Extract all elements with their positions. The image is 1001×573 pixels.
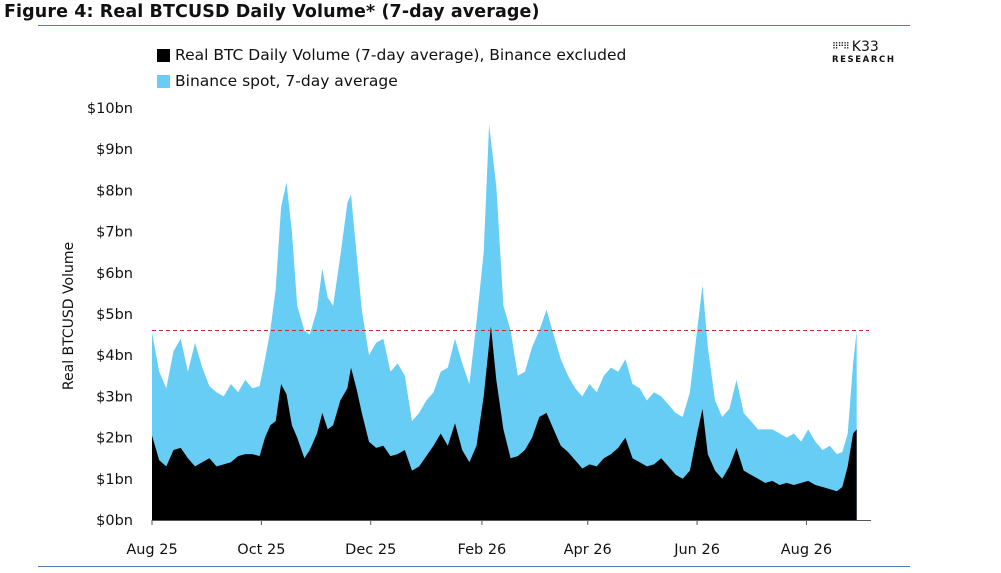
y-tick-label: $5bn <box>96 307 133 323</box>
y-tick-label: $0bn <box>96 513 133 529</box>
series-area-real-btc <box>152 326 857 520</box>
legend-label-binance: Binance spot, 7-day average <box>175 72 398 90</box>
series-area-binance <box>152 124 857 520</box>
bottom-divider <box>38 566 910 567</box>
legend-item-real-btc: Real BTC Daily Volume (7-day average), B… <box>157 42 626 68</box>
x-tick-label: Aug 26 <box>781 542 832 558</box>
x-tick-label: Oct 25 <box>237 542 285 558</box>
title-divider <box>38 25 910 26</box>
chart-legend: Real BTC Daily Volume (7-day average), B… <box>157 42 626 94</box>
y-tick-label: $6bn <box>96 266 133 282</box>
y-tick-label: $4bn <box>96 348 133 364</box>
k33-research-logo: ⠿⠛⠿ K33 RESEARCH <box>832 39 896 66</box>
chart-areas <box>152 124 857 520</box>
y-tick-label: $2bn <box>96 431 133 447</box>
x-tick-label: Jun 26 <box>673 542 720 558</box>
legend-swatch-binance <box>157 74 170 88</box>
logo-mark: K33 <box>851 39 879 55</box>
chart-title: Figure 4: Real BTCUSD Daily Volume* (7-d… <box>4 2 540 22</box>
y-tick-label: $9bn <box>96 142 133 158</box>
x-tick-label: Apr 26 <box>564 542 612 558</box>
logo-subtitle: RESEARCH <box>832 55 896 65</box>
x-tick-label: Dec 25 <box>345 542 396 558</box>
y-tick-label: $7bn <box>96 225 133 241</box>
legend-label-real-btc: Real BTC Daily Volume (7-day average), B… <box>175 46 627 64</box>
legend-swatch-real-btc <box>157 48 170 62</box>
legend-item-binance: Binance spot, 7-day average <box>157 68 626 94</box>
y-axis-label: Real BTCUSD Volume <box>61 242 77 390</box>
chart-axes: $0bn $1bn $2bn $3bn $4bn $5bn $6bn $7bn $8bn $9bn… <box>61 101 871 558</box>
y-tick-label: $1bn <box>96 472 133 488</box>
logo-dots-icon: ⠿⠛⠿ <box>832 42 850 52</box>
x-tick-label: Feb 26 <box>458 542 507 558</box>
y-tick-label: $10bn <box>87 101 133 117</box>
y-tick-label: $8bn <box>96 183 133 199</box>
y-tick-label: $3bn <box>96 389 133 405</box>
x-tick-label: Aug 25 <box>126 542 177 558</box>
